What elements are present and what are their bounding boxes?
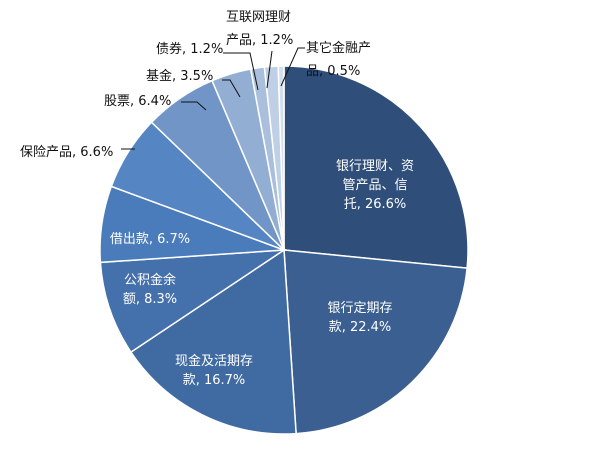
slice-label: 基金, 3.5%: [146, 68, 213, 84]
slice-label: 保险产品, 6.6%: [20, 145, 113, 160]
slice-label: 公积金余额, 8.3%: [123, 272, 177, 307]
slice-label-line: 现金及活期存: [175, 353, 253, 369]
pie-slice: [99, 249, 287, 354]
slice-label: 现金及活期存款, 16.7%: [175, 353, 253, 388]
slice-label: 借出款, 6.7%: [110, 232, 190, 247]
pie-slice: [283, 65, 469, 269]
slice-label: 股票, 6.4%: [104, 94, 171, 109]
slice-label-line: 款, 22.4%: [329, 320, 392, 335]
slice-label-line: 公积金余: [124, 272, 176, 288]
slice-label-line: 托, 26.6%: [344, 197, 407, 212]
slice-label-line: 产品, 1.2%: [226, 33, 293, 48]
slice-label-line: 互联网理财: [226, 10, 291, 25]
slice-label: 银行定期存款, 22.4%: [327, 301, 392, 335]
slice-label: 银行理财、资管产品、信托, 26.6%: [336, 159, 414, 212]
slice-label: 互联网理财产品, 1.2%: [226, 10, 293, 48]
slice-label-line: 品, 0.5%: [306, 64, 360, 79]
leader-line: [181, 101, 207, 111]
slices-layer: [99, 65, 469, 435]
leader-line: [266, 50, 273, 89]
slice-label-line: 银行理财、资: [336, 159, 414, 174]
slice-label-line: 股票, 6.4%: [104, 94, 171, 109]
leader-line: [280, 47, 305, 87]
pie-slice: [277, 65, 285, 251]
leader-line: [222, 79, 241, 98]
slice-label-line: 款, 16.7%: [183, 373, 246, 388]
slice-label-line: 银行定期存: [327, 301, 392, 316]
slice-label-line: 债券, 1.2%: [156, 41, 223, 57]
leader-line: [223, 52, 259, 91]
labels-layer: 银行理财、资管产品、信托, 26.6%银行定期存款, 22.4%现金及活期存款,…: [20, 10, 414, 388]
slice-label-line: 保险产品, 6.6%: [20, 145, 113, 160]
slice-label-line: 其它金融产: [306, 40, 371, 56]
slice-label-line: 基金, 3.5%: [146, 68, 213, 84]
slice-label-line: 管产品、信: [342, 178, 407, 193]
slice-label: 其它金融产品, 0.5%: [306, 40, 371, 79]
pie-slice: [129, 248, 297, 435]
pie-slice: [283, 249, 468, 435]
leader-lines-layer: [121, 47, 305, 150]
slice-label: 债券, 1.2%: [156, 41, 223, 57]
slice-label-line: 借出款, 6.7%: [110, 232, 190, 247]
slice-label-line: 额, 8.3%: [123, 292, 177, 307]
